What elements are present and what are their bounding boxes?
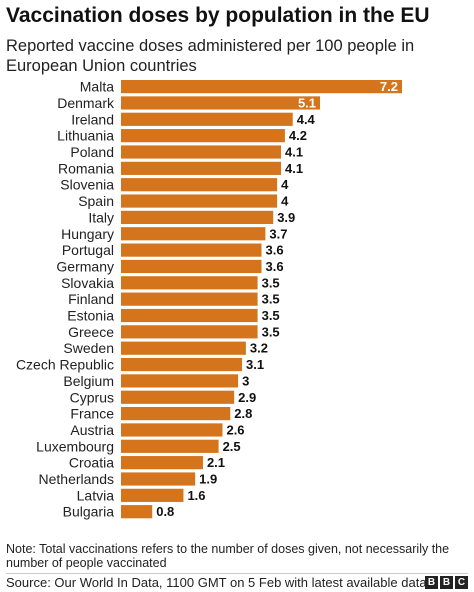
bar — [121, 129, 285, 143]
category-label: France — [70, 406, 114, 422]
data-label: 2.6 — [226, 422, 244, 437]
category-label: Italy — [88, 209, 114, 225]
bar — [121, 390, 235, 404]
data-label: 5.1 — [298, 95, 316, 110]
bar-chart: Malta 7.2 Denmark 5.1 Ireland 4.4 Lithuania 4.2… — [16, 79, 402, 520]
bar — [121, 178, 278, 192]
footnote: Note: Total vaccinations refers to the n… — [6, 542, 450, 570]
bar — [121, 472, 196, 486]
chart-subtitle: Reported vaccine doses administered per … — [6, 37, 415, 75]
bar — [121, 308, 258, 323]
data-label: 3.5 — [262, 308, 280, 323]
category-label: Luxembourg — [36, 438, 114, 454]
category-label: Finland — [68, 291, 114, 307]
data-label: 1.6 — [187, 488, 205, 503]
category-label: Hungary — [61, 226, 114, 242]
data-label: 4.1 — [285, 145, 303, 160]
bar — [121, 488, 184, 502]
bar — [121, 374, 239, 388]
data-label: 1.9 — [199, 472, 217, 487]
category-label: Netherlands — [39, 471, 115, 487]
source-text: Source: Our World In Data, 1100 GMT on 5… — [6, 575, 427, 590]
bar — [121, 423, 223, 437]
bbc-logo: B B C — [425, 576, 468, 589]
bar — [121, 112, 293, 126]
category-label: Romania — [58, 160, 114, 176]
data-label: 3.5 — [262, 292, 280, 307]
bar — [121, 161, 282, 175]
data-label: 0.8 — [156, 504, 174, 519]
category-label: Czech Republic — [16, 357, 114, 373]
data-label: 3.6 — [266, 259, 284, 274]
bar — [121, 80, 402, 94]
data-label: 4 — [281, 177, 289, 192]
category-label: Ireland — [71, 111, 114, 127]
data-label: 3.1 — [246, 357, 264, 372]
data-label: 3.5 — [262, 275, 280, 290]
data-label: 3 — [242, 373, 249, 388]
data-label: 4.1 — [285, 161, 303, 176]
category-label: Greece — [68, 324, 114, 340]
data-label: 2.8 — [234, 406, 252, 421]
category-label: Lithuania — [57, 128, 114, 144]
bar — [121, 276, 258, 290]
bar — [121, 243, 262, 257]
category-label: Cyprus — [70, 389, 114, 405]
data-label: 4.4 — [297, 112, 316, 127]
logo-letter: C — [455, 576, 468, 589]
data-label: 2.5 — [223, 439, 241, 454]
bar — [121, 227, 266, 241]
category-label: Latvia — [77, 487, 115, 503]
bar — [121, 439, 219, 453]
category-label: Estonia — [67, 308, 114, 324]
data-label: 3.2 — [250, 341, 268, 356]
category-label: Belgium — [63, 373, 114, 389]
data-label: 7.2 — [380, 79, 398, 94]
bar — [121, 357, 242, 372]
data-label: 4 — [281, 194, 289, 209]
category-label: Germany — [56, 258, 114, 274]
category-label: Slovakia — [61, 275, 114, 291]
category-label: Croatia — [69, 455, 114, 471]
bar — [121, 210, 274, 224]
category-label: Denmark — [57, 95, 115, 111]
bar — [121, 325, 258, 339]
bar — [121, 456, 203, 470]
bar — [121, 259, 262, 274]
bar — [121, 407, 231, 421]
bar — [121, 505, 153, 519]
category-label: Spain — [78, 193, 114, 209]
bar — [121, 292, 258, 306]
category-label: Sweden — [63, 340, 114, 356]
bar — [121, 194, 278, 208]
logo-letter: B — [440, 576, 453, 589]
data-label: 2.1 — [207, 455, 225, 470]
category-label: Slovenia — [60, 177, 114, 193]
data-label: 3.9 — [277, 210, 295, 225]
data-label: 3.5 — [262, 324, 280, 339]
category-label: Poland — [70, 144, 114, 160]
logo-letter: B — [425, 576, 438, 589]
bar — [121, 96, 321, 110]
data-label: 4.2 — [289, 128, 307, 143]
data-label: 2.9 — [238, 390, 256, 405]
bar — [121, 145, 282, 159]
category-label: Portugal — [62, 242, 114, 258]
data-label: 3.6 — [266, 243, 284, 258]
category-label: Bulgaria — [63, 504, 115, 520]
data-label: 3.7 — [269, 226, 287, 241]
footer-divider — [6, 573, 468, 574]
category-label: Malta — [80, 79, 114, 95]
category-label: Austria — [70, 422, 114, 438]
chart-title: Vaccination doses by population in the E… — [6, 4, 430, 27]
bar — [121, 341, 246, 355]
